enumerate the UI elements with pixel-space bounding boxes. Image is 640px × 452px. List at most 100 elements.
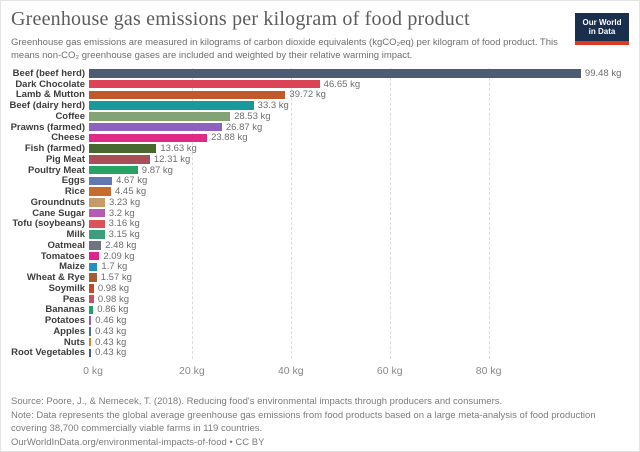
bar-row: Poultry Meat 9.87 kg — [1, 164, 639, 176]
bar-row: Apples 0.43 kg — [1, 325, 639, 337]
bar[interactable] — [89, 101, 254, 110]
bar-row: Groundnuts 3.23 kg — [1, 196, 639, 208]
bar-row: Root Vegetables 0.43 kg — [1, 347, 639, 359]
bar[interactable] — [89, 219, 105, 229]
value-label: 3.15 kg — [108, 229, 140, 241]
bar[interactable] — [89, 144, 157, 153]
value-label: 28.53 kg — [234, 110, 271, 122]
bar[interactable] — [89, 122, 222, 132]
bar-row: Maize 1.7 kg — [1, 261, 639, 273]
gridline-20kg — [191, 68, 193, 359]
bar-rows: Beef (beef herd) 99.48 kg Dark Chocolate 46… — [1, 67, 639, 359]
value-label: 3.16 kg — [108, 218, 140, 230]
bar-row: Wheat & Rye 1.57 kg — [1, 272, 639, 284]
value-label: 26.87 kg — [225, 121, 263, 133]
bar[interactable] — [89, 155, 150, 164]
value-label: 3.23 kg — [108, 196, 141, 208]
category-label: Nuts — [63, 336, 85, 348]
bar[interactable] — [89, 230, 105, 239]
value-label: 3.2 kg — [108, 207, 135, 219]
bar[interactable] — [89, 337, 92, 347]
bar-row: Prawns (farmed) 26.87 kg — [1, 121, 639, 133]
bar[interactable] — [89, 69, 581, 78]
bar-row: Potatoes 0.46 kg — [1, 315, 639, 327]
category-label: Apples — [53, 325, 85, 337]
bar[interactable] — [89, 327, 92, 336]
category-label: Bananas — [45, 304, 85, 316]
bar[interactable] — [89, 79, 320, 89]
bar-row: Eggs 4.67 kg — [1, 175, 639, 187]
category-label: Cane Sugar — [32, 207, 85, 219]
bar-row: Rice 4.45 kg — [1, 186, 639, 198]
owid-logo-line2: in Data — [588, 27, 616, 36]
value-label: 2.48 kg — [105, 239, 137, 251]
footer-link[interactable]: OurWorldInData.org/environmental-impacts… — [11, 436, 265, 448]
bar-row: Coffee 28.53 kg — [1, 110, 639, 122]
bar-row: Beef (dairy herd) 33.3 kg — [1, 100, 639, 112]
value-label: 0.43 kg — [95, 336, 127, 348]
bar[interactable] — [89, 262, 98, 272]
owid-logo-line1: Our World — [582, 18, 622, 27]
bar[interactable] — [89, 133, 208, 143]
value-label: 4.67 kg — [116, 175, 148, 187]
owid-logo[interactable]: Our World in Data — [575, 13, 629, 45]
category-label: Groundnuts — [30, 196, 85, 208]
value-label: 0.86 kg — [97, 304, 129, 316]
category-label: Eggs — [61, 175, 85, 187]
category-label: Lamb & Mutton — [15, 89, 85, 101]
value-label: 9.87 kg — [141, 164, 173, 176]
bar[interactable] — [89, 273, 97, 282]
bar[interactable] — [89, 176, 113, 186]
footer-link-line: OurWorldInData.org/environmental-impacts… — [11, 436, 629, 450]
value-label: 0.43 kg — [95, 347, 127, 359]
bar-row: Cheese 23.88 kg — [1, 132, 639, 143]
bar-row: Dark Chocolate 46.65 kg — [1, 78, 639, 90]
value-label: 1.57 kg — [100, 272, 132, 284]
bar[interactable] — [89, 165, 138, 175]
value-label: 13.63 kg — [160, 143, 197, 155]
category-label: Potatoes — [44, 315, 85, 327]
value-label: 0.98 kg — [97, 293, 130, 305]
value-label: 99.48 kg — [584, 67, 622, 79]
bar[interactable] — [89, 241, 102, 250]
bar[interactable] — [89, 208, 105, 218]
bar[interactable] — [89, 112, 231, 121]
category-label: Maize — [59, 261, 85, 273]
bar[interactable] — [89, 284, 94, 293]
category-label: Fish (farmed) — [24, 143, 85, 155]
value-label: 0.98 kg — [97, 282, 130, 294]
category-label: Soymilk — [48, 282, 85, 294]
bar-row: Fish (farmed) 13.63 kg — [1, 143, 639, 155]
x-tick-label: 80 kg — [475, 365, 502, 377]
bar-chart: Beef (beef herd) 99.48 kg Dark Chocolate 46… — [1, 67, 639, 388]
bar-row: Lamb & Mutton 39.72 kg — [1, 89, 639, 101]
x-tick-label: 20 kg — [179, 365, 205, 377]
category-label: Coffee — [55, 110, 85, 122]
category-label: Tomatoes — [40, 250, 85, 262]
bar[interactable] — [89, 305, 94, 315]
bar[interactable] — [89, 316, 92, 325]
bar[interactable] — [89, 348, 92, 358]
gridline-40kg — [290, 68, 292, 359]
x-tick-label: 40 kg — [277, 365, 304, 377]
category-label: Milk — [66, 229, 85, 241]
bar[interactable] — [89, 251, 100, 261]
chart-subtitle: Greenhouse gas emissions are measured in… — [11, 37, 558, 61]
bar[interactable] — [89, 294, 94, 304]
bar[interactable] — [89, 198, 105, 207]
value-label: 12.31 kg — [153, 153, 191, 165]
value-label: 4.45 kg — [115, 186, 147, 198]
x-tick-label: 60 kg — [376, 365, 403, 377]
bar[interactable] — [89, 90, 286, 100]
value-label: 46.65 kg — [323, 78, 361, 90]
category-label: Beef (dairy herd) — [9, 100, 86, 112]
bar-row: Milk 3.15 kg — [1, 229, 639, 241]
bar[interactable] — [89, 187, 111, 196]
bar-row: Beef (beef herd) 99.48 kg — [1, 67, 639, 79]
value-label: 0.43 kg — [95, 325, 127, 337]
bar-row: Cane Sugar 3.2 kg — [1, 207, 639, 219]
value-label: 33.3 kg — [257, 100, 289, 112]
category-label: Peas — [62, 293, 85, 305]
bar-row: Tomatoes 2.09 kg — [1, 250, 639, 262]
